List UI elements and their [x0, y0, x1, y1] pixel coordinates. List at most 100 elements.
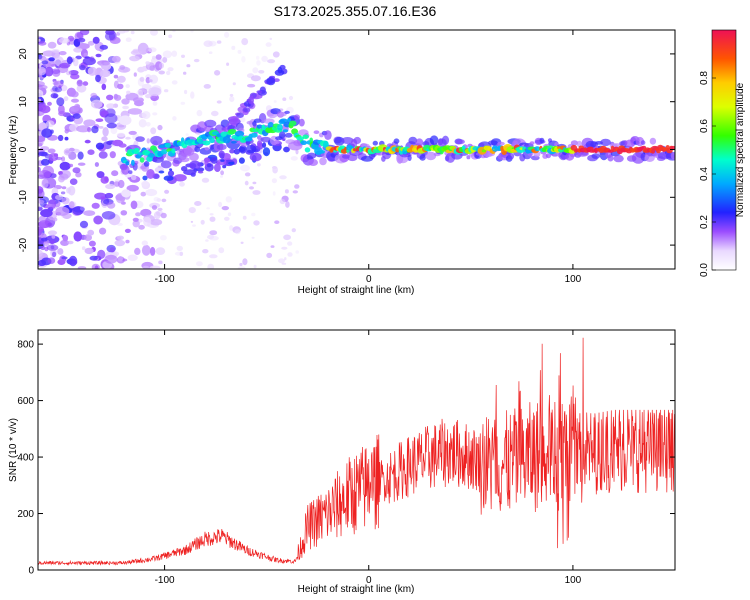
- heatmap-cell: [104, 113, 118, 124]
- heatmap-cell: [238, 157, 245, 164]
- heatmap-cell: [232, 82, 236, 86]
- heatmap-cell: [47, 148, 56, 154]
- heatmap-cell: [100, 69, 111, 78]
- heatmap-cell: [104, 32, 116, 41]
- heatmap-cell: [47, 257, 56, 265]
- heatmap-cell: [64, 129, 69, 134]
- heatmap-cell: [265, 42, 272, 47]
- heatmap-cell: [274, 69, 285, 76]
- heatmap-cell: [152, 64, 158, 68]
- heatmap-cell: [372, 140, 378, 146]
- heatmap-cell: [415, 138, 424, 147]
- heatmap-cell: [126, 90, 131, 95]
- x-tick-label: -100: [155, 274, 175, 285]
- heatmap-cell: [145, 122, 151, 127]
- heatmap-cell: [94, 162, 99, 167]
- heatmap-cell: [51, 68, 61, 75]
- heatmap-cell: [300, 140, 308, 145]
- heatmap-cell: [274, 220, 280, 224]
- heatmap-cell: [256, 124, 263, 129]
- x-tick-label: 100: [565, 575, 582, 586]
- heatmap-cell: [132, 220, 140, 228]
- heatmap-cell: [47, 230, 58, 236]
- heatmap-cell: [272, 166, 278, 171]
- heatmap-cell: [95, 74, 101, 83]
- heatmap-cell: [135, 212, 141, 217]
- heatmap-cell: [216, 40, 222, 44]
- heatmap-cell: [166, 70, 171, 76]
- heatmap-cell: [38, 215, 47, 223]
- heatmap-cell: [613, 154, 624, 163]
- heatmap-cell: [138, 119, 147, 128]
- heatmap-cell: [242, 258, 248, 266]
- heatmap-cell: [189, 152, 199, 162]
- heatmap-cell: [455, 139, 465, 145]
- heatmap-cell: [248, 95, 255, 105]
- heatmap-cell: [77, 162, 86, 166]
- heatmap-cell: [101, 83, 107, 91]
- heatmap-cell: [116, 132, 126, 138]
- heatmap-cell: [236, 112, 244, 118]
- heatmap-cell: [441, 135, 450, 145]
- heatmap-cell: [130, 30, 135, 35]
- heatmap-cell: [145, 188, 158, 197]
- heatmap-cell: [174, 251, 184, 256]
- heatmap-cell: [83, 210, 96, 217]
- heatmap-cell: [131, 159, 135, 166]
- colorbar-tick-label: 0.2: [699, 215, 710, 229]
- heatmap-cell: [176, 245, 183, 251]
- heatmap-cell: [241, 56, 246, 63]
- heatmap-cell: [55, 206, 70, 216]
- heatmap-cell: [94, 265, 99, 269]
- heatmap-cell: [104, 192, 114, 199]
- heatmap-cell: [125, 136, 131, 140]
- heatmap-cell: [260, 136, 272, 143]
- heatmap-cell: [162, 56, 168, 63]
- heatmap-cell: [293, 114, 300, 120]
- heatmap-cell: [271, 178, 277, 184]
- heatmap-cell: [123, 30, 130, 33]
- heatmap-cell: [203, 40, 213, 47]
- heatmap-cell: [53, 80, 64, 88]
- heatmap-cell: [87, 229, 95, 236]
- heatmap-cell: [334, 136, 345, 146]
- heatmap-cell: [66, 56, 73, 65]
- heatmap-cell: [153, 197, 160, 202]
- heatmap-cell: [282, 129, 289, 133]
- heatmap-cell: [591, 153, 601, 159]
- heatmap-cell: [76, 32, 84, 39]
- heatmap-cell: [229, 93, 234, 97]
- heatmap-cell: [172, 116, 177, 121]
- heatmap-cell: [295, 149, 299, 155]
- colorbar: 0.0 0.2 0.4 0.6 0.8 Normalized spectral ampl…: [699, 29, 746, 277]
- colorbar-tick-label: 0.4: [699, 167, 710, 181]
- heatmap-cell: [126, 184, 139, 192]
- heatmap-cell: [208, 51, 213, 54]
- heatmap-cell: [125, 161, 130, 166]
- heatmap-cell: [225, 196, 232, 203]
- heatmap-cell: [185, 133, 189, 136]
- heatmap-cell: [239, 117, 246, 123]
- heatmap-cell: [298, 118, 305, 127]
- heatmap-cell: [122, 105, 129, 110]
- heatmap-cell: [261, 55, 268, 63]
- heatmap-cell: [222, 136, 231, 144]
- heatmap-cell: [90, 92, 97, 98]
- heatmap-cell: [41, 178, 49, 189]
- heatmap-cell: [251, 236, 255, 239]
- heatmap-cell: [649, 137, 657, 145]
- heatmap-cell: [120, 210, 128, 216]
- heatmap-cell: [192, 224, 196, 227]
- heatmap-cell: [256, 60, 261, 66]
- heatmap-cell: [252, 190, 261, 195]
- heatmap-cell: [277, 124, 283, 131]
- heatmap-cell: [252, 67, 259, 74]
- heatmap-cell: [44, 66, 54, 77]
- heatmap-cell: [188, 207, 196, 214]
- heatmap-cell: [266, 77, 276, 86]
- heatmap-cell: [121, 98, 130, 105]
- heatmap-cell: [222, 164, 227, 169]
- heatmap-cell: [231, 140, 237, 144]
- spectrogram-x-label: Height of straight line (km): [298, 285, 415, 296]
